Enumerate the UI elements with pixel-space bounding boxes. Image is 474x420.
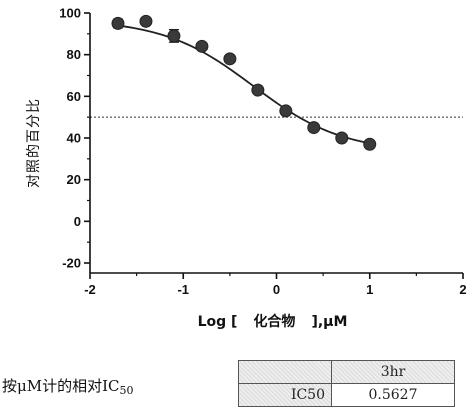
ic50-table: 3hr IC50 0.5627 [238,360,455,407]
data-point [307,121,321,135]
data-point [251,83,265,97]
y-tick-label: -20 [62,256,81,271]
data-point [279,104,293,118]
data-point-marker [251,83,265,97]
data-point-marker [195,39,209,53]
data-point-marker [363,137,377,151]
table-row-label: IC50 [238,383,332,407]
ic50-caption: 按μM计的相对IC50 [2,377,134,397]
dose-response-chart: -20 0 20 40 60 80 100 -2 -1 0 1 2 Log [化合物],μM 对照的百… [26,6,467,331]
data-points [111,14,377,151]
data-point-marker [111,16,125,30]
y-tick-label: 20 [67,172,81,187]
data-point-marker [167,29,181,43]
x-tick-label: 0 [273,282,280,297]
data-point [335,131,349,145]
fit-curve [117,24,370,145]
table-corner-cell [238,360,332,384]
data-point [139,14,153,28]
y-tick-label: 40 [67,131,81,146]
data-point [223,52,237,66]
axes: -20 0 20 40 60 80 100 -2 -1 0 1 2 [59,6,466,298]
data-point [111,16,125,30]
data-point [363,137,377,151]
x-axis-title: Log [化合物],μM [198,313,348,330]
x-tick-label: -2 [84,282,96,297]
x-tick-label: 2 [459,282,466,297]
x-tick-label: 1 [366,282,373,297]
data-point-marker [335,131,349,145]
y-tick-label: 80 [67,47,81,62]
data-point [167,28,181,43]
y-axis-title: 对照的百分比 [26,98,42,188]
data-point-marker [223,52,237,66]
table-row: IC50 0.5627 [238,383,455,407]
x-tick-label: -1 [177,282,189,297]
y-tick-label: 100 [59,6,81,21]
table-header-row: 3hr [238,360,455,384]
fit-curve-layer [117,24,370,145]
table-cell-value: 0.5627 [331,383,455,407]
y-tick-label: 0 [74,214,81,229]
table-header-cell: 3hr [331,360,455,384]
data-point-marker [139,14,153,28]
y-tick-label: 60 [67,89,81,104]
data-point-marker [307,121,321,135]
data-point-marker [279,104,293,118]
data-point [195,39,209,53]
